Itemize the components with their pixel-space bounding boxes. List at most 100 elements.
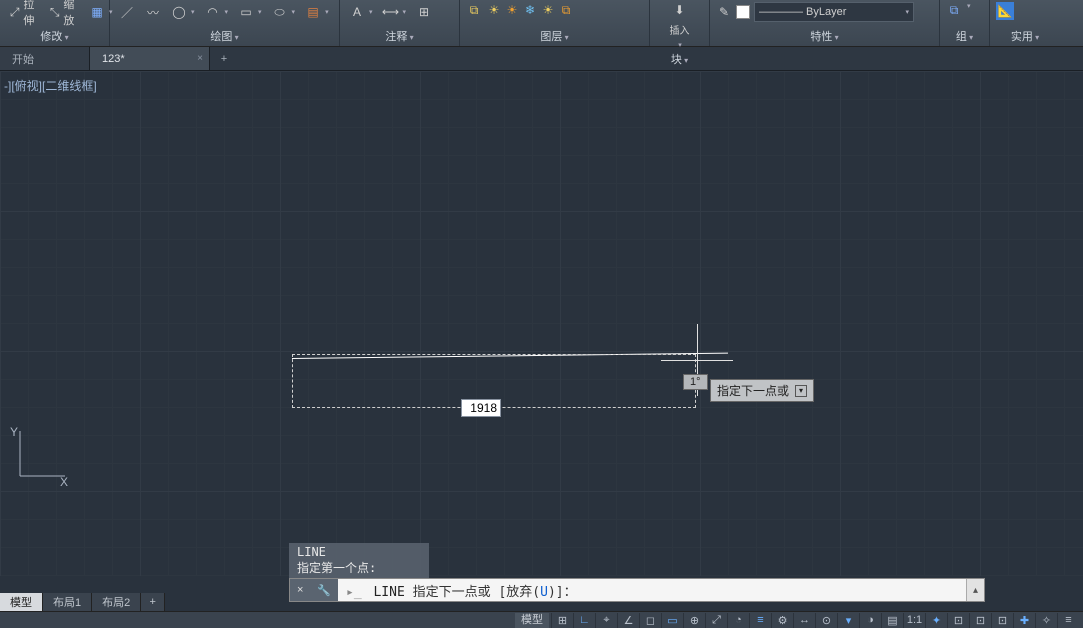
status-toggle-17[interactable]: ✦ <box>925 613 947 628</box>
command-area: LINE 指定第一个点: × 🔧 ▸_ LINE 指定下一点或 [放弃(U)]：… <box>289 543 985 602</box>
status-toggle-22[interactable]: ✧ <box>1035 613 1057 628</box>
utilities-panel-label[interactable]: 实用 <box>996 26 1054 46</box>
viewport-label[interactable]: -][俯视][二维线框] <box>4 77 97 94</box>
annotate-panel-label[interactable]: 注释 <box>346 26 453 46</box>
status-toggle-1[interactable]: ∟ <box>573 613 595 628</box>
ribbon: ⤢ 拉伸 ⤡ 缩放 ▦▾ 修改 ／ 〰 ◯▾ ◠▾ ▭▾ ⬭▾ ▤▾ 绘图 A▾ <box>0 0 1083 47</box>
status-toggle-15[interactable]: ▤ <box>881 613 903 628</box>
history-line-1: LINE <box>297 545 421 559</box>
command-opt-key[interactable]: U <box>540 585 548 600</box>
dynamic-prompt-menu-icon[interactable]: ▾ <box>795 385 807 397</box>
command-name: LINE <box>373 585 404 600</box>
match-props-button[interactable]: ✎ <box>716 4 732 20</box>
measure-icon[interactable]: 📐 <box>996 2 1014 20</box>
status-toggle-0[interactable]: ⊞ <box>551 613 573 628</box>
command-prompt-icon: ▸_ <box>346 585 362 600</box>
line-button[interactable]: ／ <box>116 2 138 22</box>
status-toggle-10[interactable]: ⚙ <box>771 613 793 628</box>
stretch-icon: ⤢ <box>9 4 20 20</box>
modify-panel-label[interactable]: 修改 <box>6 26 103 46</box>
status-toggle-14[interactable]: ◑ <box>859 613 881 628</box>
ellipse-button[interactable]: ⬭▾ <box>269 2 299 22</box>
start-tab-label: 开始 <box>12 51 34 67</box>
layer-state-2-icon[interactable]: ☀ <box>504 2 520 18</box>
status-toggle-16[interactable]: 1:1 <box>903 613 925 628</box>
layer-state-4-icon[interactable]: ☀ <box>540 2 556 18</box>
status-toggle-2[interactable]: ⌖ <box>595 613 617 628</box>
status-toggle-21[interactable]: ✚ <box>1013 613 1035 628</box>
status-toggle-9[interactable]: ≡ <box>749 613 771 628</box>
status-toggle-20[interactable]: ⊡ <box>991 613 1013 628</box>
status-toggle-18[interactable]: ⊡ <box>947 613 969 628</box>
status-model-label[interactable]: 模型 <box>515 613 549 628</box>
block-panel-label[interactable]: 块 <box>656 49 703 69</box>
status-toggle-4[interactable]: ◻ <box>639 613 661 628</box>
command-history: LINE 指定第一个点: <box>289 543 429 578</box>
status-toggle-13[interactable]: ▾ <box>837 613 859 628</box>
new-layout-button[interactable]: + <box>141 593 165 611</box>
properties-panel-label[interactable]: 特性 <box>716 26 933 46</box>
stretch-button[interactable]: ⤢ 拉伸 <box>6 2 42 22</box>
status-toggle-5[interactable]: ▭ <box>661 613 683 628</box>
stretch-label: 拉伸 <box>23 0 39 28</box>
dynamic-length-value: 1918 <box>470 401 497 415</box>
new-tab-button[interactable]: + <box>210 47 238 70</box>
command-close-icon[interactable]: × <box>297 584 303 596</box>
status-toggle-11[interactable]: ↔ <box>793 613 815 628</box>
command-bar[interactable]: × 🔧 ▸_ LINE 指定下一点或 [放弃(U)]： ▴ <box>289 578 985 602</box>
start-tab[interactable]: 开始 <box>0 47 90 70</box>
hatch-icon: ▤ <box>305 4 321 20</box>
text-button[interactable]: A▾ <box>346 2 376 22</box>
layout2-tab[interactable]: 布局2 <box>92 593 141 611</box>
layer-state-1-icon[interactable]: ☀ <box>486 2 502 18</box>
model-tab[interactable]: 模型 <box>0 593 43 611</box>
color-swatch-icon[interactable] <box>736 5 750 19</box>
hatch-button[interactable]: ▤▾ <box>302 2 332 22</box>
insert-label: 插入 <box>670 22 690 37</box>
canvas-grid <box>0 71 1083 576</box>
document-tab-bar: 开始 123* × + <box>0 47 1083 71</box>
file-tab-label: 123* <box>102 53 125 65</box>
dim-button[interactable]: ⟷▾ <box>380 2 410 22</box>
layer-state-3-icon[interactable]: ❄ <box>522 2 538 18</box>
layout-plus-icon: + <box>150 596 156 608</box>
group-icon[interactable]: ⧉ <box>946 2 962 18</box>
command-config-icon[interactable]: 🔧 <box>317 584 331 597</box>
scale-icon: ⤡ <box>49 4 60 20</box>
status-toggle-3[interactable]: ∠ <box>617 613 639 628</box>
layout1-tab[interactable]: 布局1 <box>43 593 92 611</box>
circle-button[interactable]: ◯▾ <box>168 2 198 22</box>
status-toggle-19[interactable]: ⊡ <box>969 613 991 628</box>
insert-icon[interactable]: ⬇ <box>672 2 688 18</box>
close-icon[interactable]: × <box>197 53 203 64</box>
polyline-button[interactable]: 〰 <box>142 2 164 22</box>
command-input[interactable]: ▸_ LINE 指定下一点或 [放弃(U)]： <box>338 581 966 600</box>
file-tab[interactable]: 123* × <box>90 47 210 70</box>
command-expand-button[interactable]: ▴ <box>966 579 984 601</box>
status-toggle-12[interactable]: ⊙ <box>815 613 837 628</box>
table-button[interactable]: ⊞ <box>413 2 435 22</box>
array-icon: ▦ <box>89 4 105 20</box>
ellipse-icon: ⬭ <box>272 4 288 20</box>
drawing-canvas[interactable]: -][俯视][二维线框] 1918 1° 指定下一点或 ▾ X Y <box>0 71 1083 576</box>
dynamic-prompt-text: 指定下一点或 <box>717 382 789 399</box>
layer-state-5-icon[interactable]: ⧉ <box>558 2 574 18</box>
layers-panel-label[interactable]: 图层 <box>466 26 643 46</box>
command-bar-handle[interactable]: × 🔧 <box>290 579 338 601</box>
layer-props-icon: ⧉ <box>466 2 482 18</box>
dynamic-length-input[interactable]: 1918 <box>461 399 501 417</box>
status-toggle-8[interactable]: ◔ <box>727 613 749 628</box>
status-toggle-6[interactable]: ⊕ <box>683 613 705 628</box>
draw-panel-label[interactable]: 绘图 <box>116 26 333 46</box>
rect-button[interactable]: ▭▾ <box>235 2 265 22</box>
dynamic-prompt: 指定下一点或 ▾ <box>710 379 814 402</box>
group-panel-label[interactable]: 组 <box>946 26 983 46</box>
status-toggle-7[interactable]: ⤢ <box>705 613 727 628</box>
status-toggle-23[interactable]: ≡ <box>1057 613 1079 628</box>
linetype-combo[interactable]: ———— ByLayer ▾ <box>754 2 914 22</box>
match-props-icon: ✎ <box>716 4 732 20</box>
scale-button[interactable]: ⤡ 缩放 <box>46 2 82 22</box>
layer-props-button[interactable]: ⧉ <box>466 2 482 18</box>
command-opt-label: 放弃 <box>506 585 532 600</box>
arc-button[interactable]: ◠▾ <box>202 2 232 22</box>
